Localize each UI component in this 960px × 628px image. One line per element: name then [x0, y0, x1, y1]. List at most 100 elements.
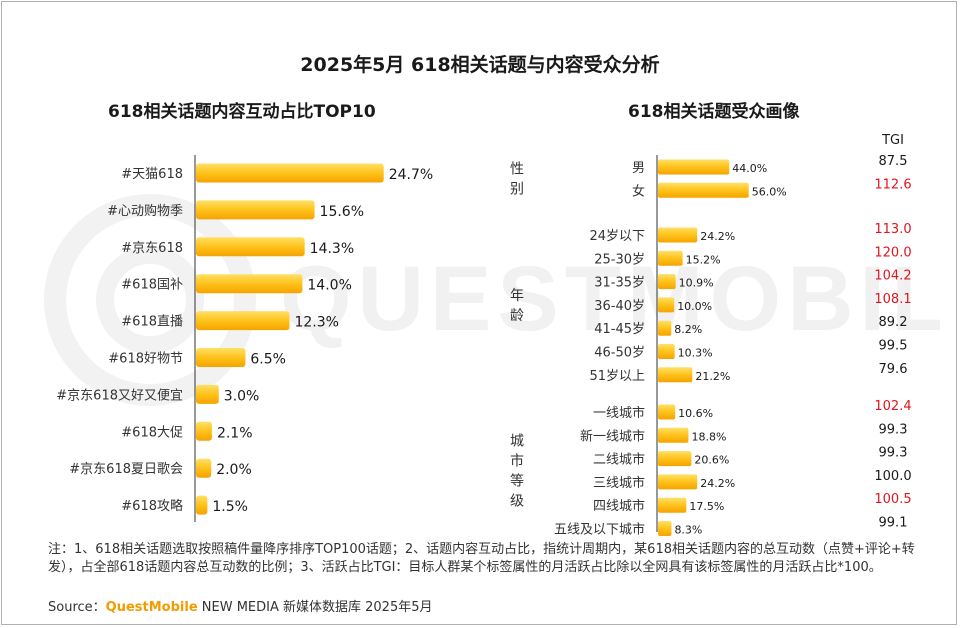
tgi-value: 99.3: [879, 422, 908, 437]
right-chart-title: 618相关话题受众画像: [628, 102, 800, 122]
right-category-label: 新一线城市: [580, 428, 645, 444]
right-category-label: 51岁以上: [589, 369, 645, 384]
right-category-label: 三线城市: [593, 475, 645, 491]
left-value-label: 2.0%: [216, 462, 252, 478]
right-bar-3-6: [658, 521, 672, 536]
tgi-value: 100.0: [874, 469, 911, 484]
left-category-label: #618直播: [121, 315, 183, 330]
left-value-label: 1.5%: [212, 499, 248, 515]
left-category-label: #天猫618: [121, 167, 183, 182]
tgi-value: 99.1: [879, 516, 908, 531]
right-value-label: 8.3%: [674, 524, 702, 537]
left-category-label: #618攻略: [121, 498, 183, 514]
left-bar-6: [196, 348, 246, 367]
tgi-value: 102.4: [874, 399, 911, 414]
tgi-value: 100.5: [874, 492, 911, 507]
right-value-label: 18.8%: [691, 430, 726, 443]
right-category-label: 二线城市: [593, 452, 645, 468]
questmobile-watermark: QUESTMOBILE: [44, 194, 940, 406]
left-value-label: 2.1%: [217, 425, 253, 441]
right-bar-3-1: [658, 404, 676, 420]
tgi-value: 99.5: [879, 339, 908, 354]
tgi-value: 113.0: [874, 222, 911, 237]
right-value-label: 56.0%: [752, 185, 787, 198]
left-category-label: #京东618: [121, 241, 183, 256]
right-bar-3-4: [658, 474, 698, 490]
right-bar-2-2: [658, 250, 683, 266]
right-value-label: 24.2%: [700, 230, 735, 243]
right-group-label-3: 等: [510, 472, 524, 489]
right-value-label: 10.9%: [679, 277, 714, 290]
left-bar-5: [196, 311, 290, 331]
tgi-value: 108.1: [874, 292, 911, 307]
watermark-text: QUESTMOBILE: [280, 248, 940, 350]
right-group-label-2: 年: [510, 288, 524, 304]
left-value-label: 14.0%: [307, 278, 351, 294]
tgi-value: 79.6: [879, 362, 908, 377]
right-bar-3-2: [658, 427, 689, 443]
tgi-value: 99.3: [879, 446, 908, 461]
source-prefix: Source：: [48, 600, 106, 615]
left-bar-4: [196, 274, 303, 294]
left-category-label: #618好物节: [108, 352, 183, 367]
right-bar-3-5: [658, 497, 687, 513]
right-category-label: 41-45岁: [594, 322, 645, 337]
right-value-label: 10.6%: [678, 407, 713, 420]
right-bar-1-1: [658, 159, 730, 175]
right-category-label: 男: [632, 161, 645, 176]
right-value-label: 21.2%: [695, 370, 730, 383]
right-value-label: 24.2%: [700, 477, 735, 490]
tgi-value: 89.2: [879, 315, 908, 330]
right-group-label-1: 别: [510, 182, 524, 198]
left-category-label: #618大促: [121, 425, 183, 440]
left-category-label: #618国补: [121, 278, 183, 293]
right-category-label: 31-35岁: [594, 276, 645, 291]
tgi-value: 112.6: [874, 177, 911, 192]
left-bar-3: [196, 237, 305, 257]
left-value-label: 24.7%: [389, 167, 433, 183]
right-value-label: 15.2%: [686, 253, 721, 266]
right-bar-2-3: [658, 274, 676, 290]
left-value-label: 14.3%: [310, 241, 354, 257]
footnote: 注：1、618相关话题选取按照稿件量降序排序TOP100话题；2、话题内容互动占…: [48, 542, 915, 575]
main-title: 2025年5月 618相关话题与内容受众分析: [300, 54, 660, 76]
right-group-label-3: 市: [510, 452, 524, 469]
right-bar-2-7: [658, 367, 693, 383]
right-bar-2-4: [658, 297, 675, 313]
left-value-label: 3.0%: [224, 388, 260, 404]
right-group-label-2: 龄: [510, 308, 524, 324]
right-bar-2-6: [658, 344, 675, 359]
left-bar-2: [196, 200, 315, 220]
right-category-label: 25-30岁: [594, 252, 645, 267]
tgi-value: 120.0: [874, 245, 911, 260]
left-value-label: 15.6%: [320, 204, 364, 220]
right-category-label: 五线及以下城市: [554, 522, 645, 538]
source-brand: QuestMobile: [105, 600, 198, 615]
right-bar-1-2: [658, 182, 749, 198]
right-category-label: 四线城市: [593, 498, 645, 514]
left-bar-1: [196, 163, 384, 183]
left-value-label: 6.5%: [250, 352, 286, 368]
left-bar-8: [196, 421, 212, 441]
source-suffix: NEW MEDIA 新媒体数据库 2025年5月: [197, 600, 433, 615]
left-bar-7: [196, 384, 219, 404]
left-bar-9: [196, 458, 212, 478]
right-category-label: 24岁以下: [589, 229, 645, 244]
tgi-value: 104.2: [874, 269, 911, 284]
right-value-label: 44.0%: [732, 162, 767, 175]
right-category-label: 女: [632, 183, 645, 199]
right-bar-2-5: [658, 320, 672, 336]
source-line: Source：QuestMobile NEW MEDIA 新媒体数据库 2025…: [48, 596, 433, 615]
right-value-label: 20.6%: [694, 454, 729, 467]
left-bar-10: [196, 495, 208, 515]
tgi-header: TGI: [881, 133, 904, 148]
right-bar-2-1: [658, 227, 698, 243]
right-category-label: 36-40岁: [594, 299, 645, 314]
left-category-label: #京东618夏日歌会: [69, 462, 183, 477]
right-value-label: 10.3%: [678, 347, 713, 360]
right-group-label-3: 级: [510, 493, 524, 509]
right-bar-3-3: [658, 451, 692, 467]
right-group-label-1: 性: [510, 162, 524, 178]
right-category-label: 46-50岁: [594, 346, 645, 361]
